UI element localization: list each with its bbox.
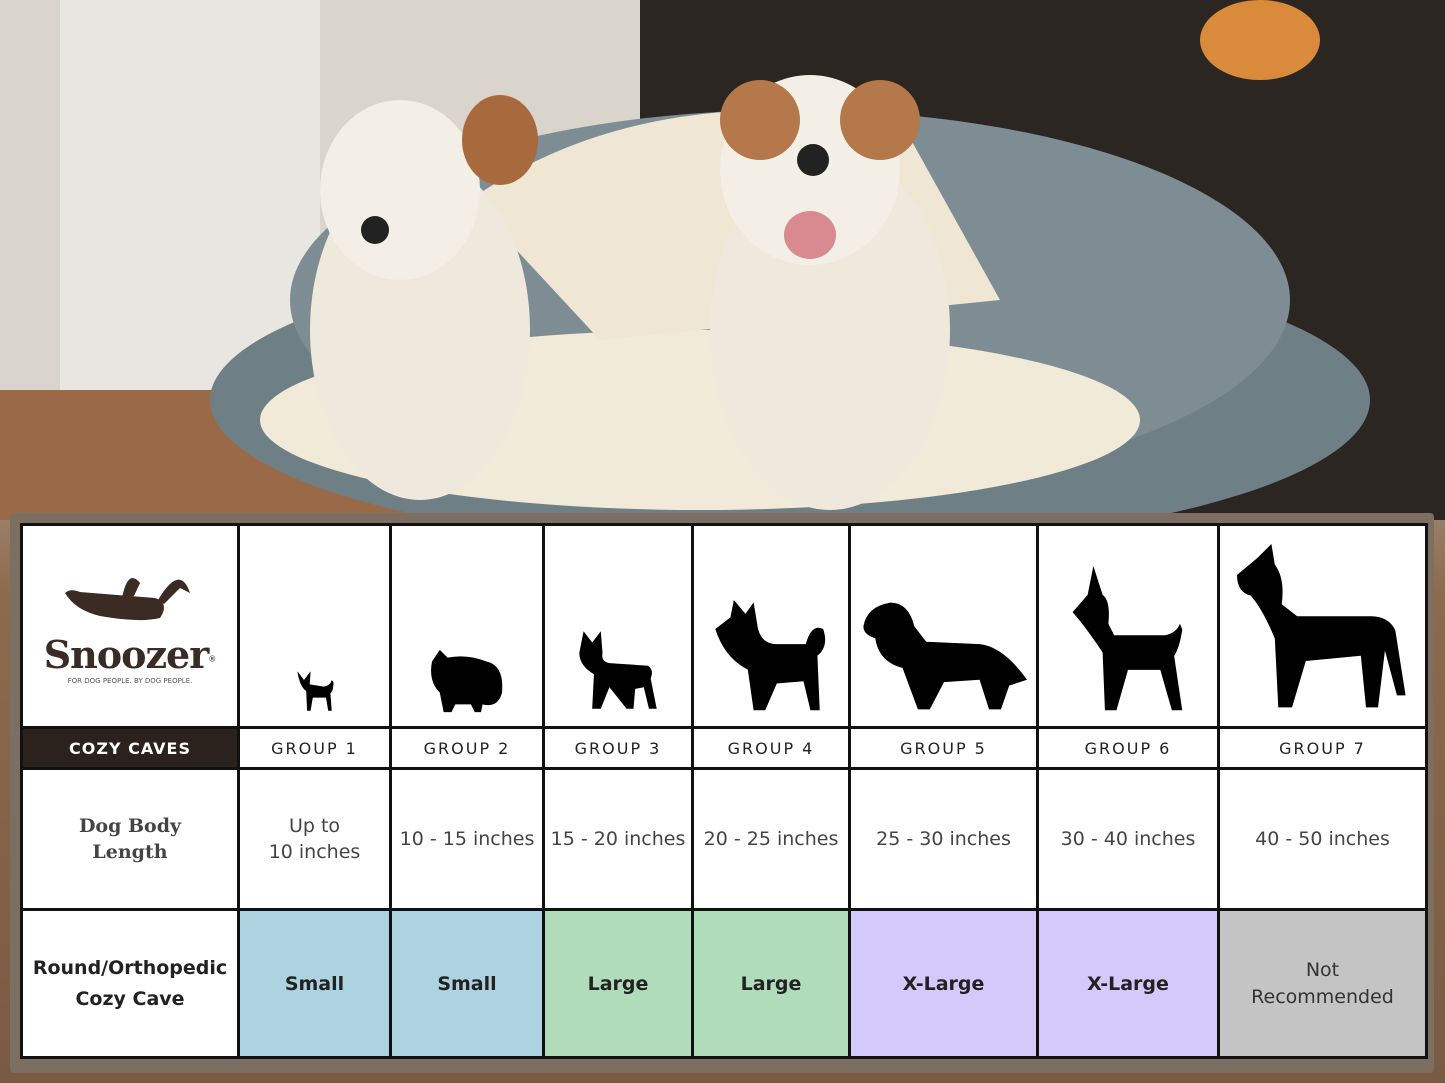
group-2-length: 10 - 15 inches (389, 767, 545, 911)
size-line: Recommended (1251, 985, 1394, 1008)
group-1-image (237, 523, 392, 729)
group-5-image (848, 523, 1039, 729)
boston-terrier-silhouette-icon (579, 631, 657, 709)
group-1-header: GROUP 1 (237, 726, 392, 770)
group-7-image (1217, 523, 1428, 729)
dog-silhouette-row: Snoozer® FOR DOG PEOPLE. BY DOG PEOPLE. (20, 523, 1428, 729)
cozy-cave-size-row: Round/Orthopedic Cozy Cave Small Small La… (20, 908, 1428, 1059)
group-2-header: GROUP 2 (389, 726, 545, 770)
group-1-length: Up to 10 inches (237, 767, 392, 911)
label-line: Round/Orthopedic (32, 956, 228, 979)
group-5-header: GROUP 5 (848, 726, 1039, 770)
group-7-header: GROUP 7 (1217, 726, 1428, 770)
group-2-image (389, 523, 545, 729)
chihuahua-silhouette-icon (296, 671, 333, 711)
label-line: Cozy Cave (75, 987, 185, 1010)
size-line: Not (1305, 958, 1340, 981)
group-4-image (691, 523, 851, 729)
brand-name: Snoozer (43, 631, 210, 677)
snoozer-dog-logo-icon (65, 577, 190, 620)
group-5-length: 25 - 30 inches (848, 767, 1039, 911)
row-label-cave: Round/Orthopedic Cozy Cave (20, 908, 240, 1059)
brand-tagline: FOR DOG PEOPLE. BY DOG PEOPLE. (67, 676, 193, 685)
product-header: COZY CAVES (20, 726, 240, 770)
group-6-header: GROUP 6 (1036, 726, 1220, 770)
length-line: 10 inches (268, 841, 361, 863)
group-7-length: 40 - 50 inches (1217, 767, 1428, 911)
group-5-size: X-Large (848, 908, 1039, 1059)
group-2-size: Small (389, 908, 545, 1059)
group-3-size: Large (542, 908, 694, 1059)
registered-mark: ® (208, 654, 217, 664)
group-3-image (542, 523, 694, 729)
golden-retriever-silhouette-icon (862, 602, 1027, 710)
brand-logo: Snoozer® FOR DOG PEOPLE. BY DOG PEOPLE. (20, 523, 240, 729)
pomeranian-silhouette-icon (431, 649, 503, 713)
group-4-header: GROUP 4 (691, 726, 851, 770)
group-1-size: Small (237, 908, 392, 1059)
row-label-length: Dog Body Length (20, 767, 240, 911)
group-6-image (1036, 523, 1220, 729)
length-line: Up to (288, 815, 341, 837)
group-4-size: Large (691, 908, 851, 1059)
label-line: Length (92, 841, 168, 863)
group-3-length: 15 - 20 inches (542, 767, 694, 911)
dog-body-length-row: Dog Body Length Up to 10 inches 10 - 15 in… (20, 767, 1428, 911)
shiba-silhouette-icon (715, 600, 826, 711)
great-dane-silhouette-icon (1236, 544, 1406, 708)
group-3-header: GROUP 3 (542, 726, 694, 770)
group-header-row: COZY CAVES GROUP 1 GROUP 2 GROUP 3 GROUP… (20, 726, 1428, 770)
doberman-silhouette-icon (1072, 566, 1183, 711)
group-6-length: 30 - 40 inches (1036, 767, 1220, 911)
label-line: Dog Body (78, 815, 182, 837)
group-6-size: X-Large (1036, 908, 1220, 1059)
group-7-size: Not Recommended (1217, 908, 1428, 1059)
size-chart-table: Snoozer® FOR DOG PEOPLE. BY DOG PEOPLE. … (20, 523, 1428, 1059)
group-4-length: 20 - 25 inches (691, 767, 851, 911)
